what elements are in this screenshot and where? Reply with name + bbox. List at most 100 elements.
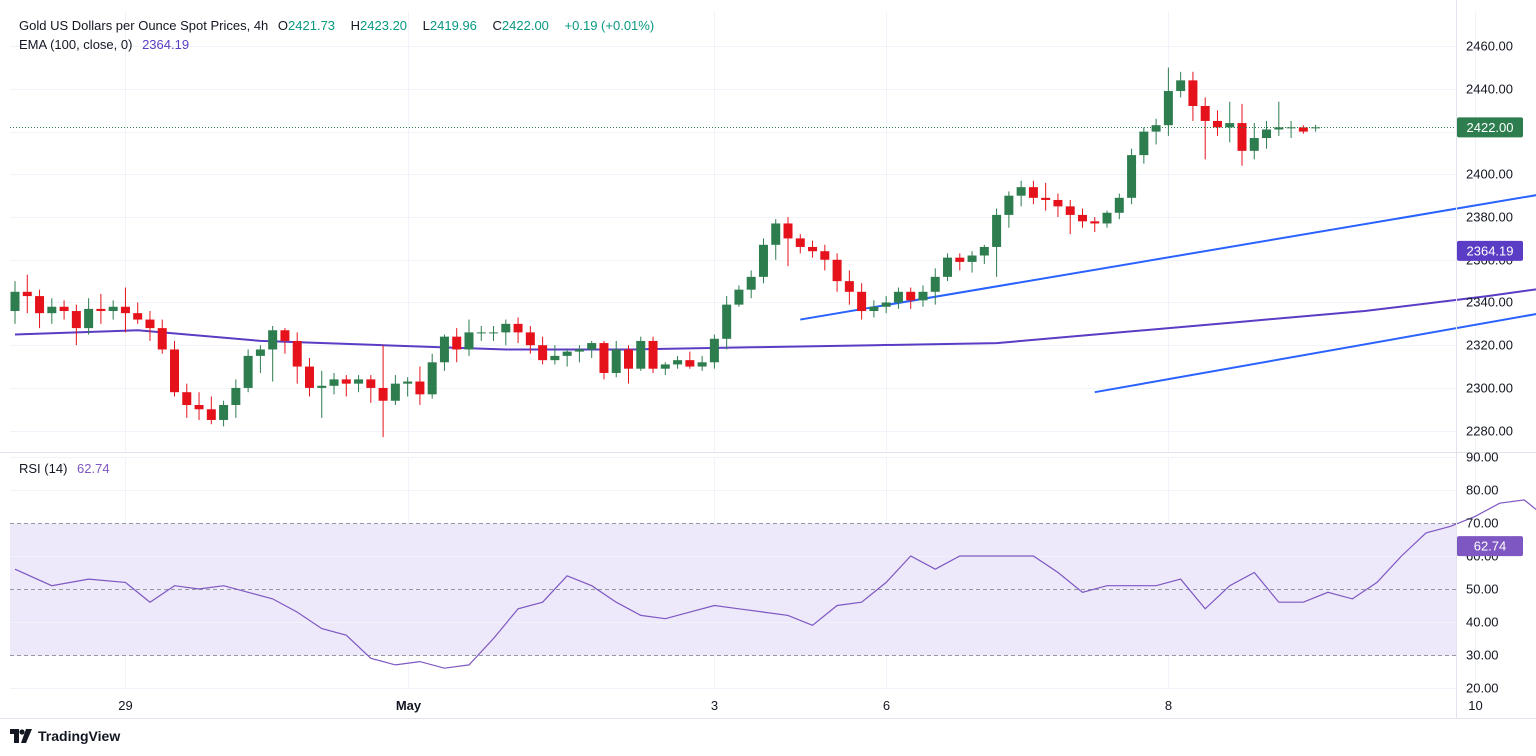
candle <box>1176 71 1186 98</box>
candle-body <box>71 311 81 329</box>
candle-body <box>1077 214 1087 222</box>
candle-body <box>1016 187 1026 196</box>
candle-body <box>378 387 388 401</box>
price-axis-tick-label: 2440.00 <box>1466 82 1513 97</box>
candle <box>955 253 965 271</box>
candle-body <box>415 381 425 395</box>
candle <box>157 319 167 354</box>
candle <box>1090 217 1100 232</box>
candle <box>47 298 57 324</box>
candle-body <box>808 246 818 252</box>
rsi-line <box>14 499 1536 669</box>
candle-body <box>1065 206 1075 215</box>
candle <box>538 336 548 365</box>
footer-brand[interactable]: TradingView <box>10 728 120 744</box>
candle <box>513 317 523 344</box>
candle <box>35 289 45 329</box>
rsi-axis-tick-label: 70.00 <box>1466 516 1499 531</box>
candle-body <box>231 387 241 406</box>
candle <box>881 296 891 314</box>
candle-body <box>206 409 216 420</box>
candle-body <box>304 366 314 388</box>
candle <box>1041 182 1051 211</box>
candle-body <box>145 319 155 329</box>
candle-body <box>550 355 560 361</box>
candle <box>243 349 253 393</box>
tradingview-logo-icon <box>10 729 32 743</box>
candle <box>390 375 400 406</box>
candle-body <box>1114 197 1124 213</box>
legend-close-group: C2422.00 <box>493 18 555 33</box>
candle-body <box>366 379 376 388</box>
candle-body <box>734 289 744 305</box>
trend-channel-group[interactable] <box>800 31 1536 394</box>
candle <box>1151 118 1161 145</box>
candle <box>415 366 425 406</box>
candle <box>771 219 781 260</box>
rsi-grid <box>10 457 1456 689</box>
candle <box>893 287 903 309</box>
candle-body <box>182 392 192 406</box>
rsi-value-badge-text: 62.74 <box>1474 539 1507 554</box>
candle <box>182 383 192 418</box>
ema-price-badge-text: 2364.19 <box>1467 243 1514 258</box>
candle-body <box>1237 123 1247 151</box>
candle-body <box>783 223 793 239</box>
candle-body <box>10 291 20 312</box>
candle-body <box>722 304 732 339</box>
candle <box>1200 97 1210 160</box>
candle <box>96 293 106 324</box>
candle <box>1237 103 1247 166</box>
legend-title: Gold US Dollars per Ounce Spot Prices, 4… <box>19 18 269 33</box>
legend-low-label: L <box>422 18 430 33</box>
candle-body <box>108 306 118 312</box>
legend-ohlc: O2421.73 <box>278 18 341 33</box>
candle <box>943 253 953 282</box>
candle <box>1065 199 1075 235</box>
time-axis-tick-label: 10 <box>1468 698 1482 713</box>
candle <box>1139 127 1149 164</box>
candle-body <box>170 349 180 393</box>
candle <box>1004 191 1014 228</box>
candle <box>1274 101 1284 136</box>
candle <box>869 300 879 318</box>
candle-body <box>992 214 1002 247</box>
candle <box>1311 124 1321 132</box>
candle <box>844 270 854 305</box>
legend-high-group: H2423.20 <box>351 18 413 33</box>
candle-body <box>869 306 879 312</box>
candle-body <box>1004 195 1014 215</box>
candle <box>795 234 805 254</box>
candle <box>906 287 916 309</box>
candle <box>1127 148 1137 205</box>
candle <box>808 240 818 258</box>
candle-body <box>1200 105 1210 121</box>
ema-legend: EMA (100, close, 0) 2364.19 <box>19 37 195 52</box>
candle-body <box>746 276 756 290</box>
price-axis-tick-label: 2380.00 <box>1466 210 1513 225</box>
candle-body <box>906 291 916 301</box>
candle <box>427 353 437 399</box>
candle <box>562 349 572 367</box>
candle-body <box>685 360 695 367</box>
candle <box>120 287 130 333</box>
rsi-legend: RSI (14) 62.74 <box>19 461 116 476</box>
candle <box>133 302 143 324</box>
price-axis-tick-label: 2280.00 <box>1466 424 1513 439</box>
candle-body <box>35 296 45 314</box>
ema-legend-value: 2364.19 <box>142 37 190 52</box>
candle-body <box>403 381 413 384</box>
rsi-value-badge: 62.74 <box>1457 536 1523 557</box>
candle <box>329 372 339 395</box>
candle <box>255 345 265 373</box>
candle-body <box>1028 187 1038 198</box>
price-axis-tick-label: 2320.00 <box>1466 338 1513 353</box>
candle <box>476 325 486 341</box>
candle-body <box>341 379 351 384</box>
candle <box>292 332 302 384</box>
rsi-legend-value: 62.74 <box>77 461 110 476</box>
candle-body <box>501 323 511 333</box>
candle-body <box>1102 212 1112 224</box>
candle <box>1102 210 1112 228</box>
